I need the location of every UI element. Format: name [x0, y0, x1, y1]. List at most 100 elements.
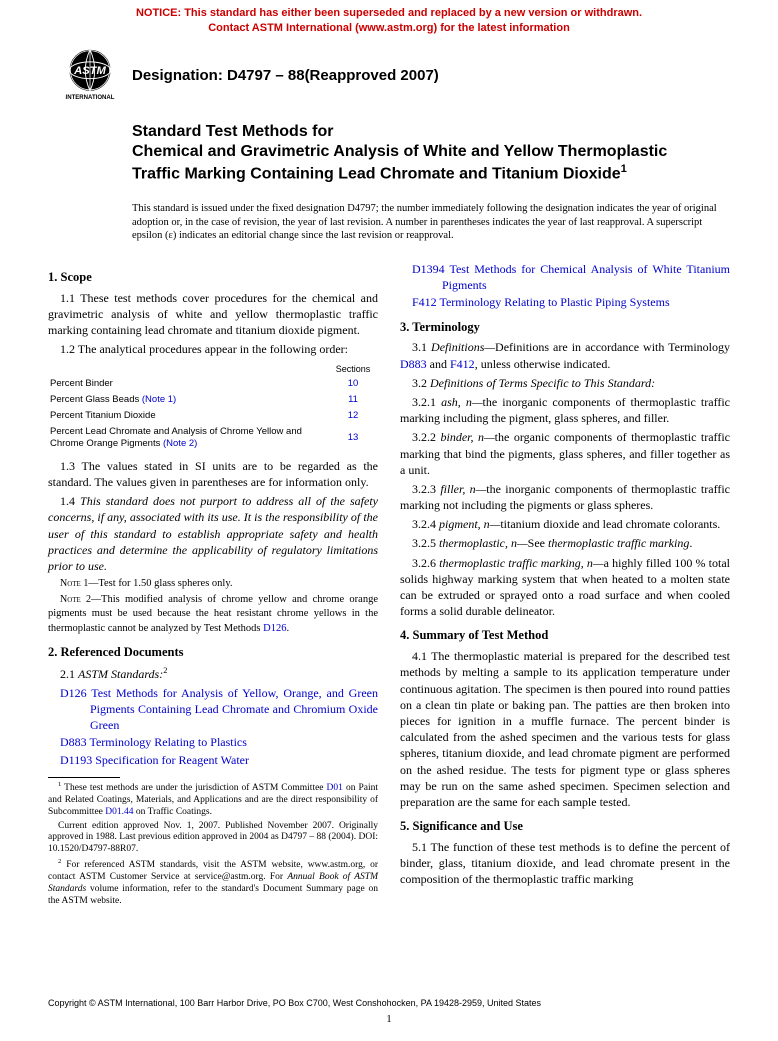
content-columns: 1. Scope 1.1 These test methods cover pr… [0, 257, 778, 910]
t: ash, n— [441, 395, 482, 409]
s3-1b: Definitions are in accordance with Termi… [495, 340, 730, 354]
ref-text[interactable]: Test Methods for Chemical Analysis of Wh… [442, 262, 730, 292]
footnote-1b: Current edition approved Nov. 1, 2007. P… [48, 821, 378, 857]
para-5-1: 5.1 The function of these test methods i… [400, 839, 730, 888]
r: thermoplastic traffic marking [548, 536, 689, 550]
proc-note-link[interactable]: (Note 1) [142, 394, 176, 405]
ref-text[interactable]: Terminology Relating to Plastics [87, 735, 247, 749]
proc-note-link[interactable]: (Note 2) [163, 438, 197, 449]
para-3-2-5: 3.2.5 thermoplastic, n—See thermoplastic… [400, 535, 730, 551]
s3-2-ital: Definitions of Terms Specific to This St… [430, 376, 655, 390]
summary-head: 4. Summary of Test Method [400, 627, 730, 644]
ref-item: D1394 Test Methods for Chemical Analysis… [400, 261, 730, 293]
para-1-1: 1.1 These test methods cover procedures … [48, 290, 378, 339]
note2-label: Note 2— [60, 594, 101, 605]
notice-line2: Contact ASTM International (www.astm.org… [208, 22, 570, 34]
para-1-3: 1.3 The values stated in SI units are to… [48, 458, 378, 490]
t: filler, n— [440, 482, 486, 496]
left-column: 1. Scope 1.1 These test methods cover pr… [48, 261, 378, 910]
proc-sec-link[interactable]: 12 [330, 409, 376, 423]
notice-line1: NOTICE: This standard has either been su… [136, 7, 642, 19]
s2-1-ital: ASTM Standards: [78, 667, 163, 681]
proc-sections-hdr: Sections [330, 363, 376, 376]
astm-logo-icon: ASTM INTERNATIONAL [62, 46, 118, 102]
ref-code[interactable]: D126 [60, 686, 87, 700]
f1-l2[interactable]: D01.44 [105, 807, 133, 817]
proc-label: Percent Titanium Dioxide [50, 410, 156, 421]
n: 3.2.3 [412, 482, 440, 496]
f2b: volume information, refer to the standar… [48, 884, 378, 906]
s3-2: 3.2 [412, 376, 430, 390]
ref-code[interactable]: D1394 [412, 262, 445, 276]
page-number: 1 [386, 1012, 392, 1027]
ref-item: D883 Terminology Relating to Plastics [48, 734, 378, 750]
para-3-2-3: 3.2.3 filler, n—the inorganic components… [400, 481, 730, 513]
para-1-4: 1.4 This standard does not purport to ad… [48, 493, 378, 574]
issuance-note: This standard is issued under the fixed … [0, 192, 778, 257]
title-line2: Chemical and Gravimetric Analysis of Whi… [132, 143, 667, 182]
copyright: Copyright © ASTM International, 100 Barr… [48, 997, 541, 1009]
para-3-2-2: 3.2.2 binder, n—the organic components o… [400, 429, 730, 478]
footnote-2: 2 For referenced ASTM standards, visit t… [48, 858, 378, 908]
t: pigment, n— [439, 517, 500, 531]
title-sup: 1 [621, 163, 627, 175]
right-column: D1394 Test Methods for Chemical Analysis… [400, 261, 730, 910]
title-line1: Standard Test Methods for [132, 123, 334, 140]
note1-label: Note 1— [60, 578, 98, 589]
proc-label: Percent Binder [50, 378, 113, 389]
f1-l1[interactable]: D01 [327, 783, 343, 793]
proc-sec-link[interactable]: 11 [330, 394, 376, 408]
para-3-2-1: 3.2.1 ash, n—the inorganic components of… [400, 394, 730, 426]
notice-banner: NOTICE: This standard has either been su… [0, 0, 778, 40]
s3-1-l1[interactable]: D883 [400, 357, 427, 371]
s3-1a: 3.1 [412, 340, 431, 354]
n: 3.2.4 [412, 517, 439, 531]
n: 3.2.5 [412, 536, 439, 550]
svg-text:ASTM: ASTM [73, 65, 106, 77]
ref-code[interactable]: F412 [412, 295, 437, 309]
ref-code[interactable]: D883 [60, 735, 87, 749]
title-main: Standard Test Methods for Chemical and G… [132, 122, 718, 184]
ref-text[interactable]: Specification for Reagent Water [92, 753, 249, 767]
note-1: Note 1—Test for 1.50 glass spheres only. [48, 577, 378, 591]
ref-text[interactable]: Test Methods for Analysis of Yellow, Ora… [87, 686, 378, 732]
note2-link[interactable]: D126 [263, 623, 286, 634]
s3-1-ital: Definitions— [431, 340, 495, 354]
title-block: Standard Test Methods for Chemical and G… [0, 104, 778, 192]
designation: Designation: D4797 – 88(Reapproved 2007) [132, 62, 439, 86]
s3-1-and: and [427, 357, 450, 371]
proc-row: Percent Titanium Dioxide 12 [50, 409, 376, 423]
note-2: Note 2—This modified analysis of chrome … [48, 593, 378, 636]
header: ASTM INTERNATIONAL Designation: D4797 – … [0, 40, 778, 104]
s2-1: 2.1 [60, 667, 78, 681]
proc-row: Percent Lead Chromate and Analysis of Ch… [50, 425, 376, 452]
ref-item: F412 Terminology Relating to Plastic Pip… [400, 294, 730, 310]
t: binder, n— [441, 430, 495, 444]
n: 3.2.2 [412, 430, 441, 444]
procedures-table: Sections Percent Binder 10 Percent Glass… [48, 361, 378, 454]
para-2-1: 2.1 ASTM Standards:2 [48, 665, 378, 682]
t: thermoplastic traffic marking, n— [439, 556, 603, 570]
proc-sec-link[interactable]: 13 [330, 425, 376, 452]
proc-label: Percent Glass Beads [50, 394, 142, 405]
para-3-2-4: 3.2.4 pigment, n—titanium dioxide and le… [400, 516, 730, 532]
f1c: on Traffic Coatings. [134, 807, 212, 817]
t: thermoplastic, n— [439, 536, 528, 550]
note1-text: Test for 1.50 glass spheres only. [98, 578, 232, 589]
s3-1c: , unless otherwise indicated. [475, 357, 611, 371]
ref-item: D126 Test Methods for Analysis of Yellow… [48, 685, 378, 734]
scope-head: 1. Scope [48, 269, 378, 286]
para-4-1: 4.1 The thermoplastic material is prepar… [400, 648, 730, 810]
ref-text[interactable]: Terminology Relating to Plastic Piping S… [437, 295, 670, 309]
ref-code[interactable]: D1193 [60, 753, 92, 767]
ref-item: D1193 Specification for Reagent Water [48, 752, 378, 768]
d: titanium dioxide and lead chromate color… [500, 517, 720, 531]
n: 3.2.1 [412, 395, 441, 409]
footnote-rule [48, 777, 120, 778]
proc-row: Percent Binder 10 [50, 378, 376, 392]
s2-1-sup: 2 [163, 666, 167, 675]
refdoc-head: 2. Referenced Documents [48, 644, 378, 661]
s3-1-l2[interactable]: F412 [450, 357, 475, 371]
para-3-1: 3.1 Definitions—Definitions are in accor… [400, 339, 730, 371]
proc-sec-link[interactable]: 10 [330, 378, 376, 392]
